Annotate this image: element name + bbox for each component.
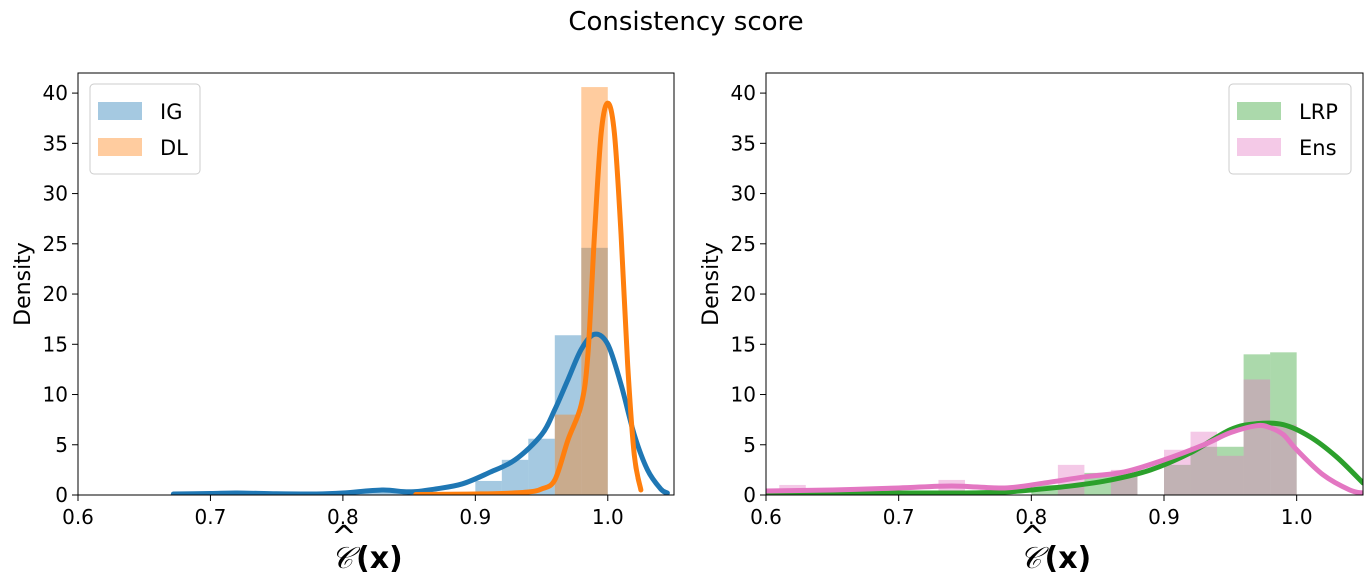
axes-frame (77, 72, 675, 496)
x-tick-label: 1.0 (1281, 505, 1313, 529)
x-tick-label: 0.7 (195, 505, 227, 529)
x-axis-label: 𝒞^(x) (331, 520, 403, 576)
y-axis-label: Density (699, 242, 724, 326)
x-axis-label-args: (x) (1045, 541, 1092, 576)
x-tick-label: 0.7 (883, 505, 915, 529)
y-tick-label: 15 (731, 332, 756, 356)
legend-label-dl: DL (160, 136, 188, 160)
kde-line-lrp (766, 420, 1363, 495)
plot-area (766, 352, 1363, 495)
y-tick-label: 15 (43, 332, 68, 356)
axes-frame (765, 72, 1364, 496)
kde-line-ens (766, 422, 1363, 495)
legend-box (89, 83, 201, 175)
legend-label-lrp: LRP (1299, 100, 1338, 124)
y-tick-label: 35 (731, 131, 756, 155)
y-tick-label: 35 (43, 131, 68, 155)
hist-bar-lrp-3 (1190, 446, 1244, 495)
y-tick-label: 20 (43, 282, 68, 306)
kde-line-dl (413, 100, 644, 495)
y-tick-label: 5 (743, 433, 756, 457)
x-tick-label: 0.6 (62, 505, 94, 529)
figure-title: Consistency score (568, 7, 803, 37)
y-tick-label: 0 (55, 483, 68, 507)
x-axis-label-hat: ^ (1020, 520, 1045, 555)
hist-bar-lrp-2 (1164, 464, 1191, 495)
y-tick-label: 5 (55, 433, 68, 457)
y-tick-label: 40 (43, 81, 68, 105)
plot-area (170, 87, 670, 495)
legend-swatch-ens (1237, 138, 1281, 156)
x-axis-label: 𝒞^(x) (1020, 520, 1092, 576)
hist-bar-ig-1 (369, 489, 396, 495)
y-tick-label: 30 (731, 182, 756, 206)
y-tick-label: 30 (43, 182, 68, 206)
legend-box (1228, 83, 1352, 175)
kde-line-ig (170, 331, 670, 495)
hist-bar-lrp-0 (1031, 484, 1085, 495)
y-tick-label: 25 (731, 232, 756, 256)
x-tick-label: 0.6 (750, 505, 782, 529)
y-tick-label: 10 (43, 383, 68, 407)
x-tick-label: 0.9 (1148, 505, 1180, 529)
hist-bar-dl-1 (581, 87, 608, 495)
subplot-2: 0.6 0.7 0.8 0.9 1.0 0 5 10 15 20 25 30 35 40 Density 𝒞^… (699, 72, 1364, 576)
legend-swatch-lrp (1237, 102, 1281, 120)
x-tick-label: 0.8 (327, 505, 359, 529)
legend: LRP Ens (1228, 83, 1352, 175)
hist-bar-ens-7 (1243, 379, 1271, 495)
legend: IG DL (89, 83, 201, 175)
x-axis-label-hat: ^ (331, 520, 356, 555)
x-tick-label: 0.8 (1015, 505, 1047, 529)
y-axis-label: Density (11, 242, 36, 326)
legend-label-ens: Ens (1299, 136, 1337, 160)
x-tick-label: 0.9 (459, 505, 491, 529)
x-axis-label-args: (x) (356, 541, 403, 576)
subplot-1: 0.6 0.7 0.8 0.9 1.0 0 5 10 15 20 25 30 35 40 Density 𝒞^… (11, 72, 675, 576)
y-tick-label: 20 (731, 282, 756, 306)
y-tick-label: 0 (743, 483, 756, 507)
hist-bar-ens-6 (1217, 455, 1244, 495)
legend-swatch-ig (98, 102, 142, 120)
legend-label-ig: IG (160, 100, 182, 124)
x-tick-label: 1.0 (592, 505, 624, 529)
legend-swatch-dl (98, 138, 142, 156)
y-tick-label: 25 (43, 232, 68, 256)
hist-bar-dl-0 (554, 414, 582, 495)
y-tick-label: 10 (731, 383, 756, 407)
y-tick-label: 40 (731, 81, 756, 105)
